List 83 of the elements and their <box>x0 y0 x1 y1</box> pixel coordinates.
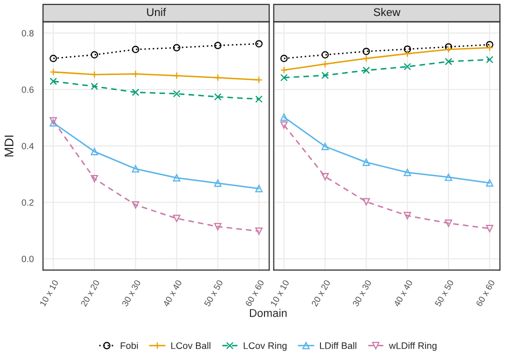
point <box>172 174 180 182</box>
point <box>214 93 222 101</box>
point <box>362 48 370 56</box>
point <box>444 43 452 51</box>
point <box>280 54 288 62</box>
x-tick-label: 50 x 50 <box>434 280 454 307</box>
point <box>214 74 222 82</box>
point <box>444 220 452 227</box>
x-tick-label: 10 x 10 <box>39 280 59 307</box>
point <box>132 88 140 96</box>
point <box>321 142 329 150</box>
point <box>486 44 494 52</box>
point <box>90 51 98 58</box>
point <box>444 46 452 54</box>
point <box>280 66 288 74</box>
legend-label: LCov Ring <box>244 342 287 351</box>
point <box>90 174 98 182</box>
point <box>404 212 412 220</box>
legend-label: LDiff Ball <box>320 342 356 350</box>
x-tick-label: 50 x 50 <box>204 280 224 307</box>
point <box>486 40 494 48</box>
point <box>132 201 140 209</box>
x-tick-label: 60 x 60 <box>476 280 496 307</box>
y-tick-label: 0.2 <box>22 199 34 206</box>
point <box>132 70 140 78</box>
point <box>172 90 180 98</box>
point <box>255 184 263 192</box>
x-tick-label: 30 x 30 <box>122 280 141 307</box>
x-tick-label: 60 x 60 <box>245 280 264 307</box>
legend-label: wLDiff Ring <box>388 342 436 351</box>
legend-label: Fobi <box>120 342 138 350</box>
point <box>280 121 288 129</box>
point <box>255 227 263 235</box>
point <box>321 72 329 80</box>
point <box>255 95 263 103</box>
point <box>444 58 452 66</box>
x-tick-label: 40 x 40 <box>162 280 182 307</box>
point <box>214 179 222 187</box>
legend-label: LCov Ball <box>171 342 210 350</box>
point <box>404 168 412 176</box>
x-tick-label: 30 x 30 <box>352 280 372 307</box>
point <box>280 74 288 82</box>
point <box>404 50 412 58</box>
y-tick-label: 0.8 <box>22 30 34 36</box>
point <box>321 51 329 58</box>
chart-title: Skew <box>374 8 400 16</box>
point <box>255 40 263 48</box>
point <box>50 54 57 62</box>
point <box>172 72 180 80</box>
point <box>172 44 180 52</box>
y-tick-label: 0.4 <box>22 142 34 150</box>
point <box>486 179 494 187</box>
point <box>321 60 329 68</box>
point <box>321 173 329 180</box>
point <box>132 46 140 54</box>
chart-title: Unif <box>147 8 166 16</box>
point <box>90 148 98 156</box>
point <box>486 224 494 232</box>
x-tick-label: 20 x 20 <box>311 280 331 307</box>
point <box>404 62 412 70</box>
point <box>362 158 370 166</box>
point <box>90 70 98 78</box>
y-tick-label: 0.6 <box>22 86 34 93</box>
x-tick-label: 20 x 20 <box>80 280 100 307</box>
y-axis-title: MDI <box>4 136 14 156</box>
point <box>214 222 222 230</box>
point <box>214 42 222 50</box>
point <box>362 66 370 74</box>
point <box>132 165 140 172</box>
x-tick-label: 10 x 10 <box>270 280 290 307</box>
point <box>255 76 263 84</box>
point <box>486 56 494 64</box>
point <box>280 113 288 121</box>
point <box>172 214 180 222</box>
point <box>362 54 370 62</box>
point <box>404 45 412 53</box>
point <box>362 198 370 206</box>
point <box>444 174 452 181</box>
x-axis-title: Domain <box>250 308 287 317</box>
x-tick-label: 40 x 40 <box>393 280 413 307</box>
point <box>50 78 57 85</box>
y-tick-label: 0.0 <box>22 256 34 262</box>
point <box>90 82 98 90</box>
